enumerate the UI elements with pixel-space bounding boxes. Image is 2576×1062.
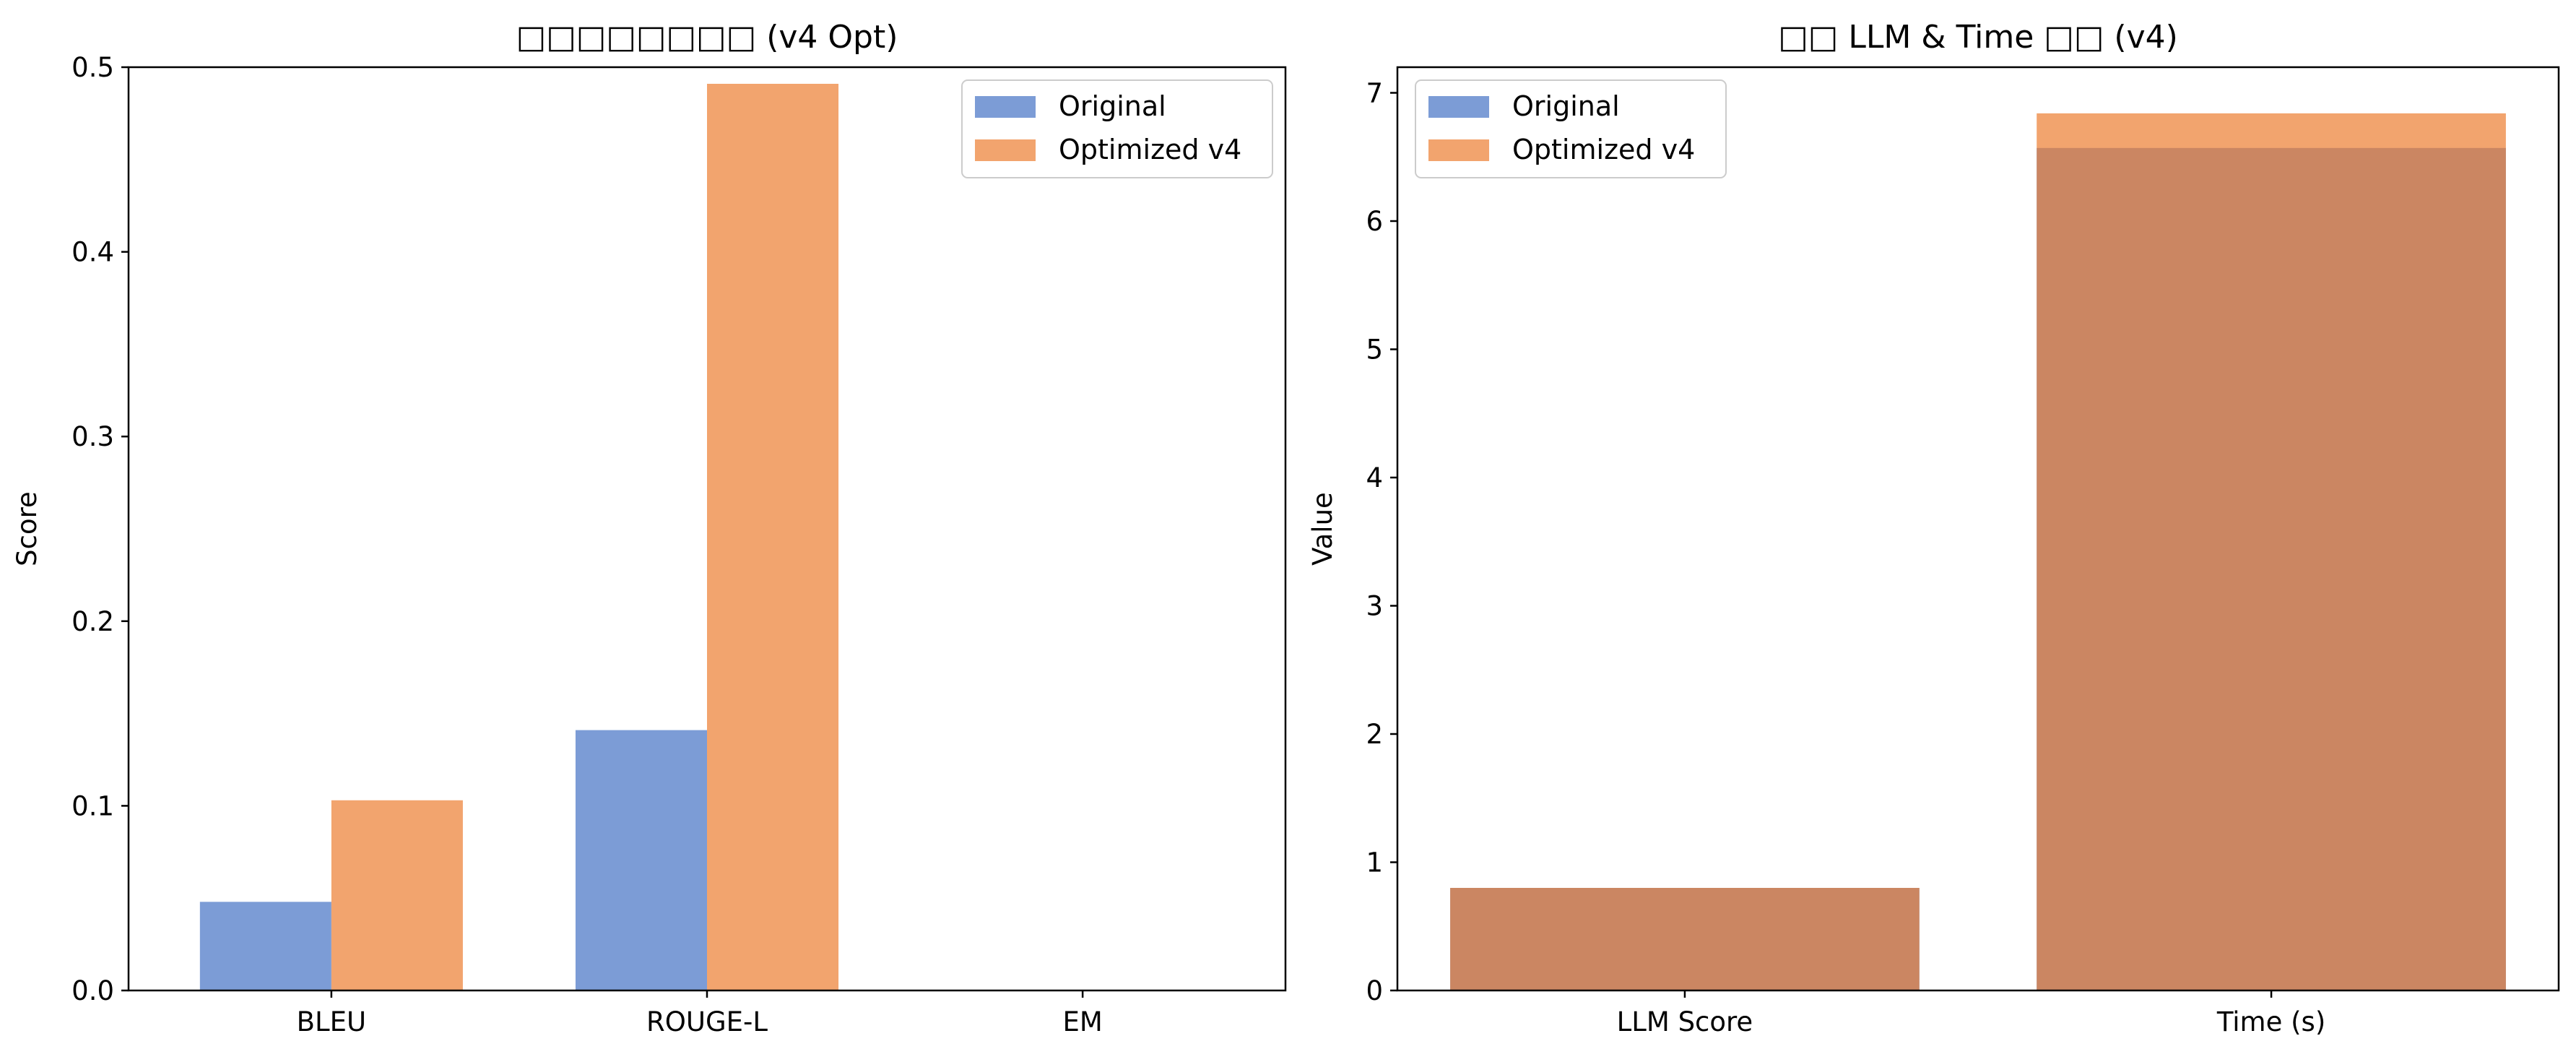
legend-box xyxy=(961,79,1273,178)
legend-label: Optimized v4 xyxy=(1512,134,1695,165)
chart-left: □□□□□□□□ (v4 Opt) Score 0.0 0.1 0.2 0.3 0.4 0.5… xyxy=(12,19,1287,1037)
y-axis-label: Score xyxy=(12,491,43,566)
legend-swatch xyxy=(1428,96,1489,118)
legend-swatch xyxy=(1428,139,1489,161)
legend-swatch xyxy=(975,96,1036,118)
legend-box xyxy=(1415,79,1727,178)
legend: Original Optimized v4 xyxy=(961,79,1273,178)
legend-swatch xyxy=(975,139,1036,161)
y-tick-label: 1 xyxy=(1366,847,1383,878)
chart-title: □□□□□□□□ (v4 Opt) xyxy=(516,19,898,56)
x-tick-label: BLEU xyxy=(297,1006,366,1037)
y-tick-label: 5 xyxy=(1366,334,1383,366)
x-tick-label: Time (s) xyxy=(2216,1006,2325,1037)
axes-frame xyxy=(1396,66,2560,992)
legend: Original Optimized v4 xyxy=(1415,79,1727,178)
x-tick-label: ROUGE-L xyxy=(646,1006,768,1037)
chart-right: □□ LLM & Time □□ (v4) Value 0 1 2 3 4 5 6 7 LLM Sc… xyxy=(1307,19,2560,1037)
bar-optimized-v4-llm-score xyxy=(1450,888,1920,990)
y-tick-label: 0 xyxy=(1366,975,1383,1006)
y-axis-label: Value xyxy=(1307,492,1338,566)
x-tick-label: LLM Score xyxy=(1617,1006,1753,1037)
chart-title: □□ LLM & Time □□ (v4) xyxy=(1778,19,2178,56)
y-tick-label: 7 xyxy=(1366,78,1383,109)
y-tick-label: 0.4 xyxy=(71,237,114,268)
bar-optimized-v4-rouge-l xyxy=(707,84,839,990)
y-tick-label: 6 xyxy=(1366,206,1383,237)
bar-original-rouge-l xyxy=(575,730,707,990)
bar-original-bleu xyxy=(199,902,331,990)
y-tick-label: 0.3 xyxy=(71,421,114,452)
legend-label: Original xyxy=(1059,90,1166,122)
y-tick-label: 2 xyxy=(1366,719,1383,750)
y-tick-label: 0.5 xyxy=(71,52,114,83)
legend-label: Original xyxy=(1512,90,1620,122)
legend-label: Optimized v4 xyxy=(1059,134,1241,165)
bar-optimized-v4-time-s- xyxy=(2037,113,2506,990)
y-tick-label: 0.1 xyxy=(71,790,114,821)
y-tick-label: 0.2 xyxy=(71,606,114,637)
x-tick-label: EM xyxy=(1062,1006,1102,1037)
y-tick-label: 4 xyxy=(1366,462,1383,493)
bar-optimized-v4-bleu xyxy=(331,800,463,990)
y-tick-label: 3 xyxy=(1366,591,1383,622)
y-tick-label: 0.0 xyxy=(71,975,114,1006)
